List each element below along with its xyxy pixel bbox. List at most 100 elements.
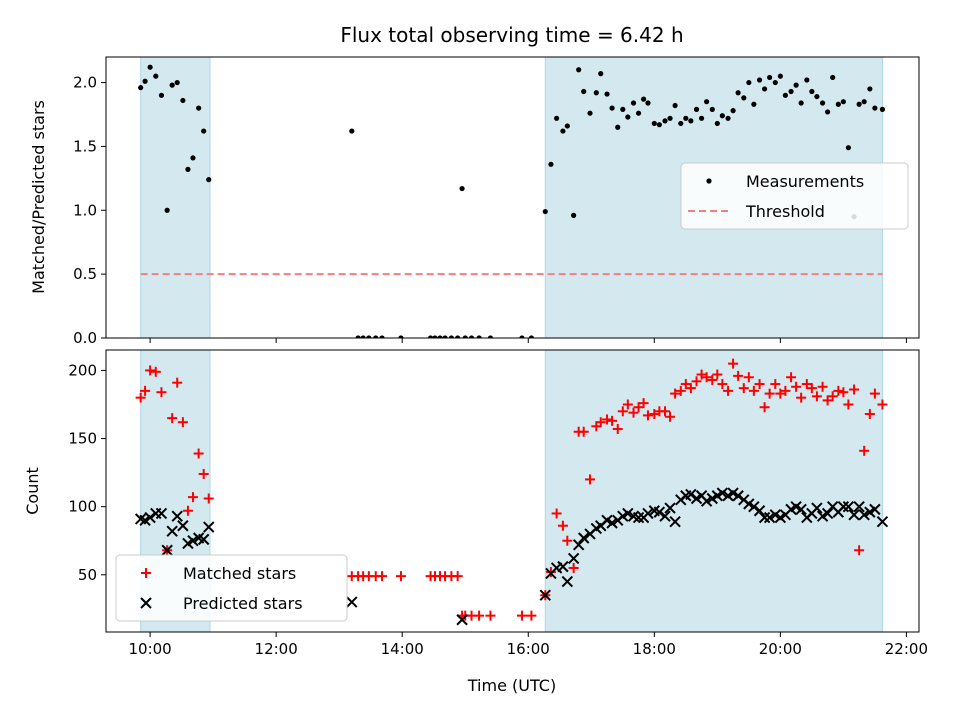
- data-point-b: [346, 596, 358, 608]
- axes-frame-1: [105, 56, 920, 339]
- data-point-b: [795, 503, 807, 516]
- data-point: [519, 335, 525, 338]
- data-point-b: [811, 502, 823, 514]
- data-point: [628, 407, 639, 418]
- data-point: [377, 571, 388, 582]
- y-tick-label: 100: [68, 498, 97, 516]
- data-point: [741, 95, 747, 101]
- data-point: [630, 100, 637, 106]
- data-point: [843, 399, 854, 410]
- data-point: [814, 93, 820, 100]
- data-point: [822, 395, 833, 406]
- y-tick-label: 2.0: [73, 74, 97, 92]
- data-point: [759, 402, 770, 413]
- data-point: [609, 105, 615, 111]
- data-point: [811, 502, 823, 514]
- x-tick-label: 12:00: [255, 640, 298, 658]
- data-point: [798, 100, 804, 106]
- data-point-b: [848, 509, 860, 521]
- data-point: [801, 379, 812, 390]
- data-point: [782, 92, 788, 98]
- data-point: [201, 128, 207, 134]
- data-point-b: [826, 500, 839, 513]
- data-point: [185, 166, 191, 172]
- data-point: [767, 74, 773, 81]
- x-tick-label: 10:00: [128, 640, 171, 658]
- data-point-b: [627, 510, 640, 522]
- data-point: [587, 110, 593, 116]
- data-point-b: [161, 544, 173, 556]
- data-point-b: [197, 533, 210, 546]
- data-point: [585, 474, 596, 485]
- data-point: [572, 539, 585, 551]
- legend-marker-predicted-b: [140, 597, 152, 609]
- data-point: [772, 79, 778, 86]
- data-point: [203, 521, 215, 533]
- data-point: [633, 402, 644, 413]
- data-point-b: [858, 509, 870, 521]
- data-point: [738, 383, 749, 394]
- data-point: [678, 120, 684, 127]
- data-point: [140, 385, 151, 396]
- data-point: [667, 115, 673, 121]
- data-point: [462, 335, 468, 338]
- data-point-b: [743, 498, 755, 510]
- data-point-b: [664, 502, 676, 514]
- data-point: [190, 155, 196, 161]
- data-point: [817, 381, 828, 392]
- data-point: [859, 445, 870, 456]
- data-point: [704, 99, 710, 105]
- legend-bottom: Matched stars Predicted stars: [115, 554, 348, 622]
- x-tick-label: 18:00: [633, 640, 676, 658]
- data-point: [560, 128, 566, 134]
- data-point: [373, 335, 379, 338]
- data-point: [349, 128, 355, 134]
- data-point: [854, 545, 865, 556]
- series-measurements: [138, 64, 886, 338]
- data-point: [688, 118, 694, 124]
- data-point: [685, 488, 697, 501]
- data-point: [607, 415, 618, 426]
- data-point: [395, 571, 406, 582]
- legend-top: Measurements Threshold: [680, 162, 909, 230]
- data-point: [576, 67, 582, 73]
- data-point: [833, 385, 844, 396]
- data-point: [145, 365, 156, 376]
- data-point: [691, 376, 702, 387]
- data-point: [728, 358, 739, 369]
- data-point: [761, 86, 768, 92]
- data-point: [612, 424, 623, 435]
- data-point: [675, 385, 686, 396]
- data-point: [877, 399, 888, 410]
- data-point: [649, 409, 660, 420]
- data-point: [169, 82, 175, 88]
- data-point: [360, 335, 366, 338]
- data-point: [174, 79, 180, 86]
- data-point: [835, 101, 841, 107]
- data-point: [542, 208, 548, 215]
- data-point: [635, 110, 642, 116]
- shaded-interval-1: [140, 57, 211, 338]
- data-point-b: [659, 510, 671, 522]
- data-point: [643, 410, 653, 421]
- data-point: [786, 372, 797, 383]
- y-tick-label: 50: [78, 566, 97, 584]
- data-point: [719, 113, 725, 119]
- data-point-b: [561, 575, 574, 588]
- data-point: [452, 571, 463, 582]
- series-predicted-stars: [134, 487, 889, 626]
- data-point: [474, 610, 485, 621]
- data-point: [645, 100, 651, 106]
- data-point: [196, 105, 202, 111]
- data-point: [770, 379, 781, 390]
- data-point: [669, 515, 681, 528]
- data-point: [177, 520, 189, 532]
- data-point: [187, 492, 198, 503]
- data-point: [567, 552, 580, 565]
- data-point: [672, 102, 678, 109]
- data-point-b: [790, 500, 802, 513]
- data-point: [135, 392, 146, 403]
- data-point: [432, 335, 438, 338]
- data-point: [735, 90, 741, 96]
